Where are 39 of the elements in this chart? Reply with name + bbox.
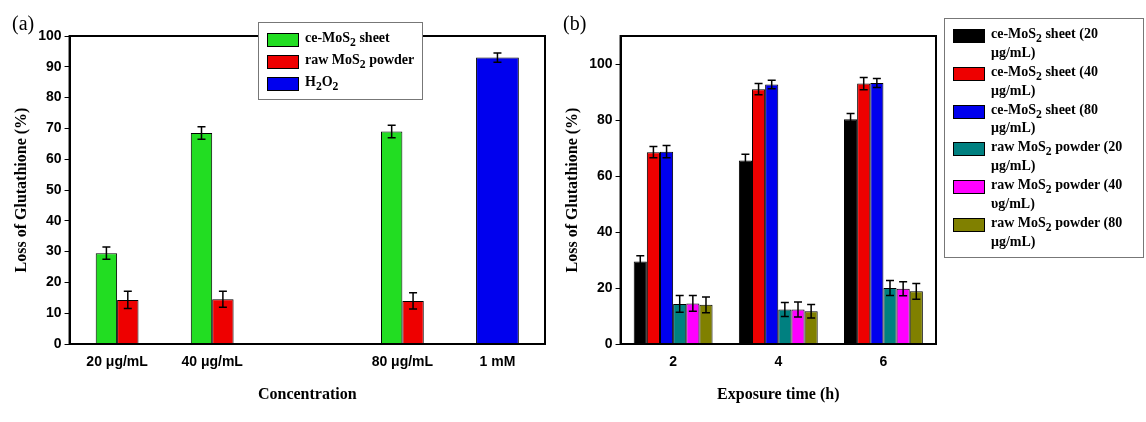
- y-tick-label: 90: [45, 57, 62, 74]
- y-tick-label: 80: [45, 88, 62, 105]
- x-tick-label: 2: [669, 353, 678, 370]
- text: raw MoS$_{2}$ powder (20 μg/mL): [991, 139, 1123, 174]
- x-axis-title: Concentration: [257, 384, 357, 402]
- x-tick-label: 4: [774, 353, 783, 370]
- y-tick-label: 60: [45, 150, 62, 167]
- y-tick-label: 0: [604, 334, 613, 351]
- chart-title: (a): [12, 12, 35, 35]
- text: raw MoS$_{2}$ powder (80 μg/mL): [991, 214, 1123, 249]
- y-tick-label: 40: [596, 222, 613, 239]
- y-tick-label: 0: [53, 334, 62, 351]
- y-tick-label: 40: [45, 211, 62, 228]
- y-tick-label: 100: [589, 54, 613, 71]
- legend-label: raw MoS$_{2}$ powder: [305, 51, 415, 71]
- legend-label: ce-MoS$_{2}$ sheet (40 μg/mL): [991, 63, 1099, 99]
- chart-title: (b): [563, 12, 587, 35]
- y-tick-label: 30: [45, 242, 62, 259]
- x-tick-label: 40 μg/mL: [181, 353, 244, 370]
- y-tick-label: 20: [45, 273, 62, 290]
- legend-label: ce-MoS$_{2}$ sheet: [305, 30, 390, 49]
- y-tick-label: 70: [45, 119, 62, 136]
- y-axis-title: Loss of Glutathione (%): [11, 107, 30, 273]
- legend-label: ce-MoS$_{2}$ sheet (20 μg/mL): [991, 26, 1099, 61]
- y-tick-label: 20: [596, 278, 613, 295]
- x-tick-label: 20 μg/mL: [86, 353, 149, 370]
- y-tick-label: 10: [45, 304, 62, 321]
- y-tick-label: 50: [45, 180, 62, 197]
- x-axis-title: Exposure time (h): [717, 384, 840, 403]
- legend-label: ce-MoS$_{2}$ sheet (80 μg/mL): [991, 101, 1099, 137]
- x-tick-label: 6: [879, 353, 888, 370]
- legend-label: H$_{2}$O$_{2}$: [305, 73, 339, 93]
- y-axis-title: Loss of Glutathione (%): [562, 107, 581, 273]
- y-tick-label: 100: [38, 26, 62, 43]
- x-tick-label: 1 mM: [479, 353, 516, 370]
- y-tick-label: 80: [596, 110, 613, 127]
- y-tick-label: 60: [596, 166, 613, 183]
- text: raw MoS$_{2}$ powder (40 υg/mL): [991, 177, 1123, 211]
- x-tick-label: 80 μg/mL: [371, 353, 434, 370]
